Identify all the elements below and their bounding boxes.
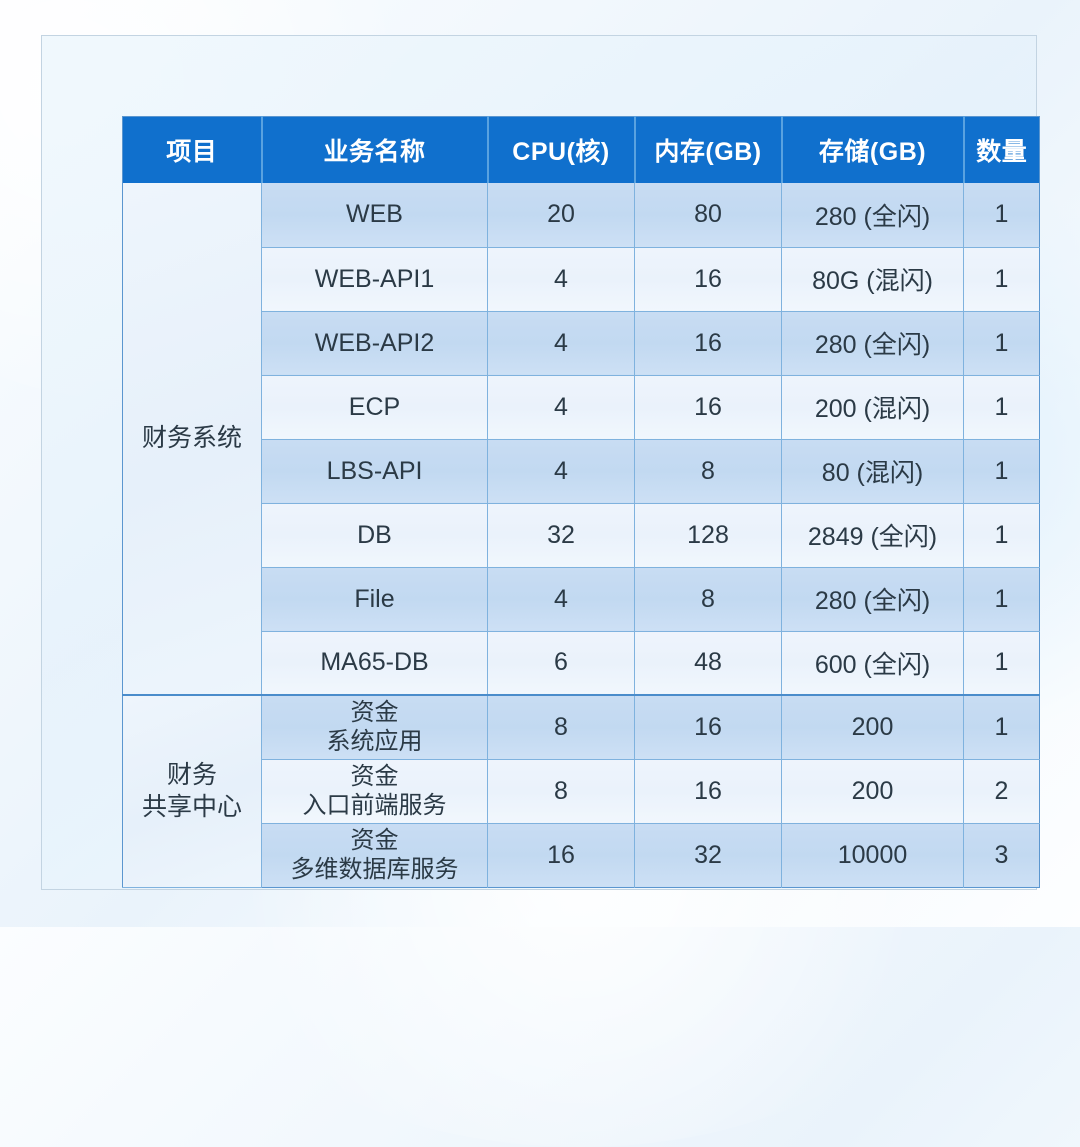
cell-storage: 280 (全闪) [781, 183, 964, 248]
cell-quantity: 1 [963, 311, 1040, 376]
cell-cpu: 8 [487, 694, 635, 760]
cell-quantity: 1 [963, 183, 1040, 248]
cell-storage: 80 (混闪) [781, 439, 964, 504]
cell-cpu: 4 [487, 375, 635, 440]
table-row: 资金 入口前端服务 8 16 200 2 [123, 759, 1040, 824]
cell-storage: 10000 [781, 823, 964, 887]
column-header-memory: 内存(GB) [634, 116, 783, 183]
project-group-label: 财务 共享中心 [122, 694, 262, 888]
cell-service-name: MA65-DB [261, 631, 488, 696]
cell-storage: 200 (混闪) [781, 375, 964, 440]
cell-quantity: 1 [963, 631, 1040, 696]
column-header-cpu: CPU(核) [487, 116, 636, 183]
cell-memory: 32 [634, 823, 782, 887]
column-header-storage: 存储(GB) [781, 116, 965, 183]
table-row: WEB-API2 4 16 280 (全闪) 1 [123, 311, 1040, 376]
cell-quantity: 2 [963, 759, 1040, 824]
cell-service-name: WEB-API2 [261, 311, 488, 376]
cell-memory: 8 [634, 567, 782, 632]
cell-cpu: 4 [487, 311, 635, 376]
cell-memory: 8 [634, 439, 782, 504]
cell-storage: 80G (混闪) [781, 247, 964, 312]
table-row: DB 32 128 2849 (全闪) 1 [123, 503, 1040, 568]
cell-memory: 16 [634, 311, 782, 376]
table-row: 财务系统 WEB 20 80 280 (全闪) 1 [122, 183, 1040, 696]
cell-cpu: 8 [487, 759, 635, 824]
cell-service-name: WEB-API1 [261, 247, 488, 312]
column-header-project: 项目 [122, 116, 263, 183]
spec-table-container: 项目 业务名称 CPU(核) 内存(GB) 存储(GB) 数量 财务系统 WEB 2… [122, 116, 1040, 888]
cell-quantity: 1 [963, 247, 1040, 312]
cell-cpu: 20 [487, 183, 635, 248]
cell-memory: 48 [634, 631, 782, 696]
cell-storage: 280 (全闪) [781, 311, 964, 376]
cell-memory: 16 [634, 759, 782, 824]
column-header-quantity: 数量 [963, 116, 1040, 183]
cell-storage: 200 [781, 759, 964, 824]
table-row: 财务 共享中心 资金 系统应用 8 16 200 1 [122, 694, 1040, 888]
cell-memory: 80 [634, 183, 782, 248]
table-row: ECP 4 16 200 (混闪) 1 [123, 375, 1040, 440]
cell-storage: 280 (全闪) [781, 567, 964, 632]
cell-service-name: WEB [261, 183, 488, 248]
table-header: 项目 业务名称 CPU(核) 内存(GB) 存储(GB) 数量 [122, 116, 1040, 183]
cell-storage: 600 (全闪) [781, 631, 964, 696]
cell-storage: 2849 (全闪) [781, 503, 964, 568]
cell-service-name: 资金 入口前端服务 [261, 759, 488, 824]
project-group-label: 财务系统 [122, 183, 262, 696]
cell-cpu: 32 [487, 503, 635, 568]
cell-memory: 16 [634, 694, 782, 760]
cell-service-name: ECP [261, 375, 488, 440]
cell-service-name: 资金 多维数据库服务 [261, 823, 488, 887]
cell-quantity: 1 [963, 694, 1040, 760]
table-row: WEB-API1 4 16 80G (混闪) 1 [123, 247, 1040, 312]
cell-service-name: DB [261, 503, 488, 568]
cell-cpu: 6 [487, 631, 635, 696]
table-row: LBS-API 4 8 80 (混闪) 1 [123, 439, 1040, 504]
cell-quantity: 1 [963, 567, 1040, 632]
cell-quantity: 1 [963, 439, 1040, 504]
cell-memory: 16 [634, 375, 782, 440]
cell-cpu: 16 [487, 823, 635, 887]
cell-quantity: 1 [963, 503, 1040, 568]
cell-quantity: 1 [963, 375, 1040, 440]
table-row: File 4 8 280 (全闪) 1 [123, 567, 1040, 632]
cell-cpu: 4 [487, 439, 635, 504]
content-panel: 项目 业务名称 CPU(核) 内存(GB) 存储(GB) 数量 财务系统 WEB 2… [41, 35, 1040, 890]
resource-spec-table: 项目 业务名称 CPU(核) 内存(GB) 存储(GB) 数量 财务系统 WEB 2… [122, 116, 1040, 888]
cell-service-name: 资金 系统应用 [261, 694, 488, 760]
cell-memory: 128 [634, 503, 782, 568]
header-row: 项目 业务名称 CPU(核) 内存(GB) 存储(GB) 数量 [122, 116, 1040, 183]
table-row: MA65-DB 6 48 600 (全闪) 1 [123, 631, 1040, 696]
cell-memory: 16 [634, 247, 782, 312]
column-header-service: 业务名称 [261, 116, 489, 183]
cell-service-name: LBS-API [261, 439, 488, 504]
cell-cpu: 4 [487, 567, 635, 632]
table-row: 资金 多维数据库服务 16 32 10000 3 [123, 823, 1040, 887]
table-body: 财务系统 WEB 20 80 280 (全闪) 1 WEB-API1 4 16 80G (混闪) 1… [122, 183, 1040, 888]
cell-service-name: File [261, 567, 488, 632]
cell-quantity: 3 [963, 823, 1040, 887]
cell-cpu: 4 [487, 247, 635, 312]
cell-storage: 200 [781, 694, 964, 760]
